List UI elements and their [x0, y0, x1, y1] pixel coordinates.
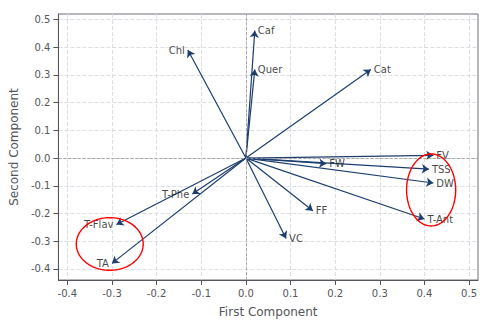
svg-text:-0.3: -0.3 [102, 288, 122, 299]
svg-text:0.4: 0.4 [416, 288, 432, 299]
svg-text:T-Ant: T-Ant [427, 213, 454, 225]
svg-text:Quer: Quer [258, 64, 283, 75]
svg-text:FW: FW [329, 158, 345, 169]
svg-text:-0.2: -0.2 [31, 208, 51, 219]
svg-text:0.0: 0.0 [238, 288, 254, 299]
svg-text:Second Component: Second Component [7, 88, 21, 206]
svg-text:-0.3: -0.3 [31, 236, 51, 247]
svg-text:T-Phe: T-Phe [161, 189, 189, 200]
svg-text:VC: VC [289, 233, 303, 244]
svg-text:DW: DW [436, 178, 454, 189]
svg-text:-0.4: -0.4 [58, 288, 78, 299]
svg-text:TSS: TSS [431, 164, 451, 175]
svg-text:-0.4: -0.4 [31, 263, 51, 274]
svg-text:0.2: 0.2 [35, 97, 51, 108]
svg-text:-0.2: -0.2 [147, 288, 167, 299]
svg-text:FV: FV [436, 149, 449, 161]
svg-text:FF: FF [316, 205, 328, 216]
svg-text:0.1: 0.1 [35, 125, 51, 136]
svg-text:0.3: 0.3 [35, 69, 51, 80]
svg-text:-0.1: -0.1 [31, 180, 51, 191]
svg-text:0.4: 0.4 [35, 42, 51, 53]
svg-text:TA: TA [96, 258, 109, 269]
svg-text:-0.1: -0.1 [191, 288, 211, 299]
svg-text:0.3: 0.3 [372, 288, 388, 299]
svg-text:Caf: Caf [258, 25, 275, 36]
svg-text:T-Flav: T-Flav [84, 219, 114, 231]
svg-text:Cat: Cat [374, 64, 391, 75]
svg-text:Chl: Chl [169, 45, 185, 56]
svg-text:0.5: 0.5 [461, 288, 477, 299]
svg-text:0.2: 0.2 [327, 288, 343, 299]
svg-text:0.5: 0.5 [35, 14, 51, 25]
svg-text:0.0: 0.0 [35, 153, 51, 164]
svg-text:First Component: First Component [219, 305, 318, 319]
svg-text:0.1: 0.1 [283, 288, 299, 299]
